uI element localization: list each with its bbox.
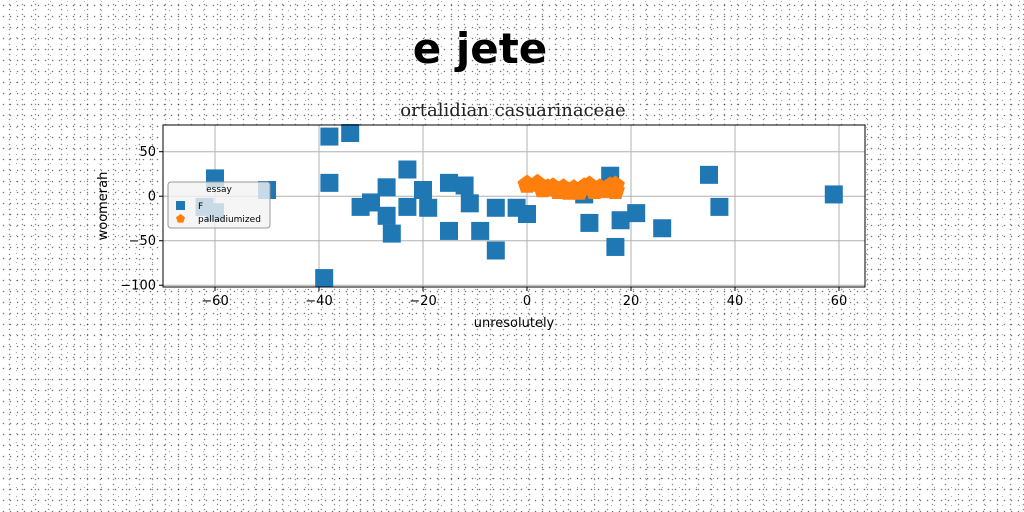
x-tick-label: −60 <box>201 294 228 309</box>
series-f-point <box>377 178 396 197</box>
series-f-point <box>362 193 380 212</box>
series-f-point <box>455 176 474 195</box>
series-f-point <box>377 206 396 225</box>
series-f-point <box>460 194 479 213</box>
series-f-point <box>611 211 630 230</box>
series-f-point <box>398 197 417 216</box>
legend: essay F palladiumized <box>167 181 271 229</box>
legend-marker-f <box>176 201 185 210</box>
x-tick-label: 20 <box>623 294 640 309</box>
y-tick-label: 50 <box>139 145 156 160</box>
series-f-point <box>320 173 339 192</box>
x-tick-label: −40 <box>305 294 332 309</box>
series-f-point <box>414 180 432 199</box>
series-f-point <box>700 165 718 184</box>
series-f-point <box>580 213 599 232</box>
x-tick-label: −20 <box>409 294 436 309</box>
axis-ticks: −60 −40 −20 0 20 40 60 −100 −50 0 50 <box>120 145 847 309</box>
chart-title: ortalidian casuarinaceae <box>400 100 625 121</box>
x-axis-label: unresolutely <box>474 316 555 331</box>
banner-title: e jete <box>412 24 548 73</box>
y-tick-label: 0 <box>148 190 156 205</box>
y-axis-label: woomerah <box>96 172 111 241</box>
series-f-point <box>382 224 401 243</box>
series-f-point <box>824 185 843 204</box>
series-f-point <box>471 221 490 240</box>
series-f-point <box>486 241 505 260</box>
series-f-point <box>341 124 360 143</box>
series-f-point <box>606 237 625 256</box>
series-f-point <box>315 269 334 288</box>
series-f-point <box>627 204 646 223</box>
plot-frame <box>162 124 866 288</box>
legend-label-f: F <box>198 202 203 212</box>
series-f-point <box>440 221 458 240</box>
grid-lines <box>163 125 865 287</box>
legend-label-palladiumized: palladiumized <box>198 215 261 225</box>
x-tick-label: 0 <box>523 294 531 309</box>
legend-marker-palladiumized <box>176 214 185 223</box>
series-f-point <box>518 205 536 224</box>
series-f-point <box>440 173 458 192</box>
series-f-point <box>710 197 729 216</box>
series-f-point <box>320 127 339 146</box>
series-f-point <box>419 198 438 217</box>
data-marks <box>195 124 843 288</box>
y-tick-label: −50 <box>129 234 156 249</box>
legend-box <box>167 181 271 229</box>
y-tick-label: −100 <box>120 279 156 294</box>
x-tick-label: 40 <box>727 294 744 309</box>
legend-title: essay <box>206 185 232 195</box>
series-f-point <box>486 198 505 217</box>
series-palladiumized-point <box>605 180 625 199</box>
series-f-point <box>653 219 672 238</box>
x-tick-label: 60 <box>831 294 848 309</box>
series-f-point <box>398 160 417 179</box>
